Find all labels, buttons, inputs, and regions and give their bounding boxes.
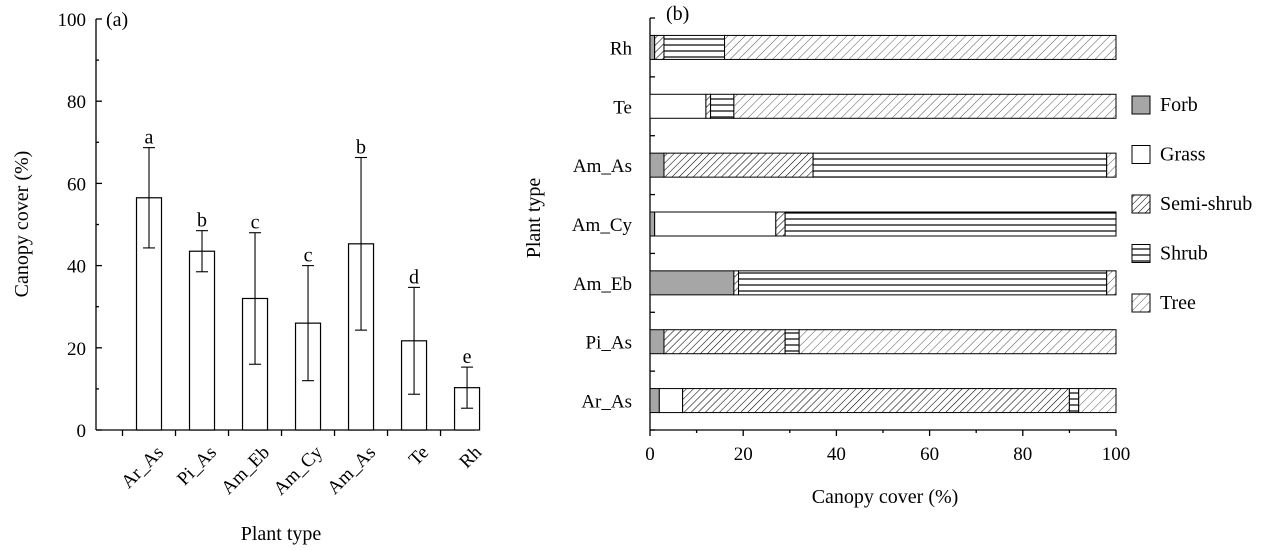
- legend-swatch-shrub: [1131, 244, 1151, 263]
- legend-swatch-semi-shrub: [1131, 194, 1151, 214]
- significance-letter-Ar_As: a: [145, 127, 154, 149]
- bar-segment-Rh-shrub: [663, 34, 726, 60]
- bar-segment-Am_Eb-forb: [649, 270, 735, 296]
- bar-segment-Am_As-semi-shrub: [663, 152, 814, 178]
- significance-letter-Am_Eb: c: [251, 212, 260, 234]
- bar-segment-Am_Cy-grass: [654, 211, 777, 237]
- significance-letter-Am_As: b: [356, 137, 366, 159]
- bar-segment-Am_Cy-shrub: [784, 211, 1117, 237]
- legend-swatch-tree: [1131, 293, 1151, 313]
- bar-segment-Te-grass: [649, 93, 707, 119]
- bar-segment-Am_As-forb: [649, 152, 665, 178]
- panel-a-x-tick-label: Am_As: [323, 442, 380, 499]
- panel-a-y-axis-title: Canopy cover (%): [11, 151, 33, 298]
- bar-segment-Pi_As-tree: [798, 329, 1117, 355]
- panel-a-x-tick-label: Te: [405, 442, 433, 470]
- panel-a-y-tick-label: 60: [67, 174, 86, 195]
- legend-swatch-grass: [1131, 145, 1151, 164]
- bar-segment-Pi_As-shrub: [784, 329, 800, 355]
- panel-a-y-tick-label: 20: [67, 339, 86, 360]
- panel-b-chart: (b) Plant type Canopy cover (%) Rh Te Am_A…: [523, 3, 1252, 508]
- panel-a-x-tick-label: Rh: [455, 442, 486, 473]
- panel-a-label: (a): [106, 9, 128, 31]
- panel-a-x-tick-label: Ar_As: [117, 442, 168, 493]
- panel-b-y-axis-title: Plant type: [523, 178, 545, 259]
- bar-segment-Ar_As-grass: [658, 388, 684, 414]
- bar-segment-Ar_As-semi-shrub: [682, 388, 1070, 414]
- significance-letter-Pi_As: b: [197, 210, 207, 232]
- bar-segment-Am_Eb-tree: [1106, 270, 1117, 296]
- bar-segment-Pi_As-semi-shrub: [663, 329, 786, 355]
- panel-b-label: (b): [666, 3, 689, 25]
- bar-segment-Am_Eb-semi-shrub: [733, 270, 740, 296]
- bar-segment-Te-shrub: [710, 93, 735, 119]
- bar-segment-Pi_As-forb: [649, 329, 665, 355]
- bar-segment-Rh-tree: [724, 34, 1117, 60]
- panel-a-x-tick-label: Am_Cy: [270, 442, 328, 500]
- bar-segment-Am_Eb-shrub: [738, 270, 1108, 296]
- legend-label-semi-shrub: Semi-shrub: [1160, 193, 1252, 215]
- legend-label-forb: Forb: [1160, 94, 1198, 116]
- panel-b-x-tick-label: 80: [1013, 444, 1032, 465]
- panel-b-y-tick-label: Pi_As: [586, 333, 632, 354]
- bar-segment-Am_As-shrub: [812, 152, 1108, 178]
- panel-b-x-tick-label: 60: [920, 444, 939, 465]
- bar-segment-Ar_As-forb: [649, 388, 660, 414]
- panel-b-y-tick-label: Ar_As: [581, 392, 632, 413]
- bar-segment-Am_As-tree: [1106, 152, 1117, 178]
- panel-b-x-axis-title: Canopy cover (%): [812, 486, 959, 508]
- bar-segment-Te-semi-shrub: [705, 93, 712, 119]
- panel-b-y-tick-label: Rh: [610, 38, 633, 59]
- panel-a-bars: a b c c b d e: [135, 127, 481, 431]
- panel-b-y-ticks: Rh Te Am_As Am_Cy Am_Eb Pi_As Ar_As: [572, 17, 655, 431]
- significance-letter-Am_Cy: c: [304, 245, 313, 267]
- panel-b-y-tick-label: Te: [613, 97, 632, 118]
- panel-a-y-ticks: 0 20 40 60 80 100: [58, 10, 102, 442]
- panel-a-y-tick-label: 40: [67, 257, 86, 278]
- legend-swatch-forb: [1131, 95, 1151, 115]
- legend-label-shrub: Shrub: [1160, 243, 1208, 265]
- panel-a-y-tick-label: 0: [77, 421, 87, 442]
- significance-letter-Te: d: [409, 266, 419, 288]
- panel-a-x-tick-label: Am_Eb: [217, 442, 274, 499]
- panel-b-x-tick-label: 20: [734, 444, 753, 465]
- significance-letter-Rh: e: [463, 346, 472, 368]
- panel-b-x-tick-label: 0: [645, 444, 655, 465]
- panel-b-bars: [649, 34, 1117, 414]
- panel-b-y-tick-label: Am_Cy: [572, 215, 633, 236]
- bar-segment-Ar_As-tree: [1078, 388, 1117, 414]
- bar-Pi_As: [188, 250, 216, 431]
- panel-b-y-tick-label: Am_Eb: [573, 274, 632, 295]
- bar-segment-Rh-semi-shrub: [654, 34, 665, 60]
- panel-a-x-tick-label: Pi_As: [173, 442, 221, 490]
- panel-a-y-tick-label: 100: [58, 10, 87, 31]
- panel-a-y-tick-label: 80: [67, 92, 86, 113]
- bar-segment-Am_Cy-semi-shrub: [775, 211, 786, 237]
- bar-segment-Rh-forb: [649, 34, 656, 60]
- bar-segment-Ar_As-shrub: [1068, 388, 1080, 414]
- panel-b-x-tick-label: 100: [1102, 444, 1131, 465]
- legend-label-tree: Tree: [1160, 292, 1196, 314]
- bar-segment-Te-tree: [733, 93, 1117, 119]
- bar-segment-Am_Cy-forb: [649, 211, 656, 237]
- panel-b-y-tick-label: Am_As: [573, 156, 632, 177]
- panel-b-legend: Forb Grass Semi-shrub Shrub Tree: [1131, 94, 1252, 314]
- panel-a-chart: (a) Canopy cover (%) Plant type ab ccbde …: [11, 9, 486, 545]
- panel-a-x-axis-title: Plant type: [241, 523, 322, 545]
- panel-b-x-ticks: 0 20 40 60 80 100: [645, 430, 1130, 465]
- panel-b-x-tick-label: 40: [827, 444, 846, 465]
- legend-label-grass: Grass: [1160, 144, 1206, 166]
